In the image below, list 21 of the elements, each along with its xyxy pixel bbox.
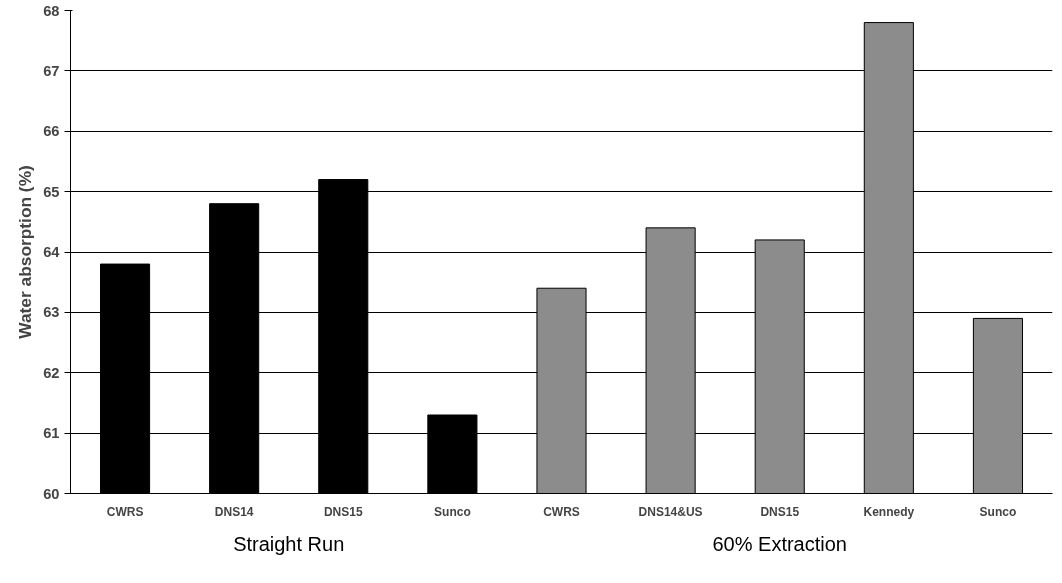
x-tick-label: Kennedy	[863, 504, 915, 519]
y-tick-label: 63	[43, 304, 60, 321]
y-tick-label: 66	[43, 123, 60, 140]
y-tick-label: 62	[43, 364, 60, 381]
x-tick-label: DNS15	[323, 504, 363, 519]
y-tick-label: 60	[43, 485, 60, 502]
y-axis-title: Water absorption (%)	[15, 165, 36, 339]
y-tick-label: 65	[43, 183, 60, 200]
text: Straight Run	[233, 532, 345, 555]
y-tick-label: 61	[43, 425, 60, 442]
x-tick-label: CWRS	[543, 504, 580, 519]
y-tick-label: 67	[43, 62, 60, 79]
x-tick-label: DNS14&US	[638, 504, 703, 519]
x-tick-label: Sunco	[434, 504, 471, 519]
text: 60% Extraction	[712, 532, 847, 555]
y-tick-label: 68	[43, 2, 60, 19]
x-tick-label: CWRS	[106, 504, 144, 519]
y-tick-label: 64	[43, 244, 61, 260]
x-tick-label: Sunco	[979, 504, 1017, 519]
x-tick-label: DNS15	[760, 504, 800, 519]
x-tick-label: DNS14	[214, 504, 254, 519]
